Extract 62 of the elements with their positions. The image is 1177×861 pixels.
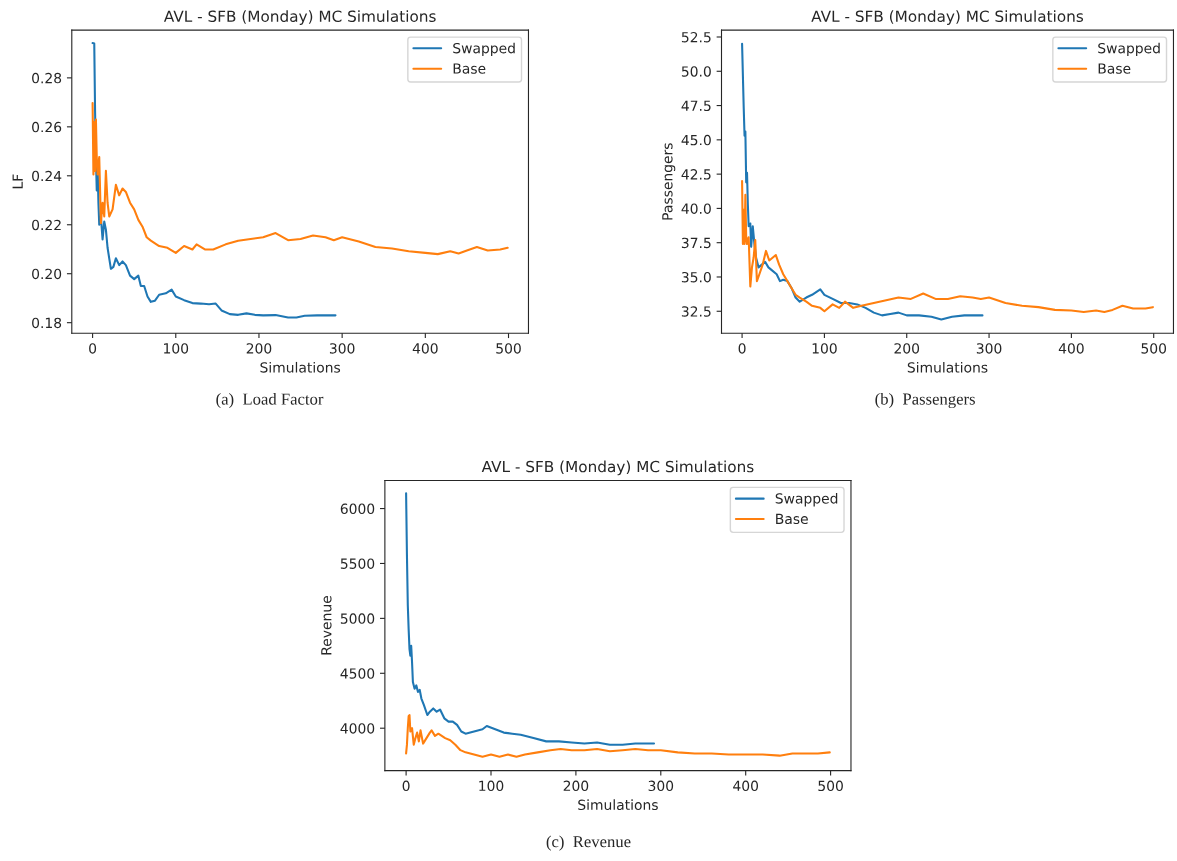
y-tick-label: 0.24 (32, 170, 62, 182)
y-tick-label: 52.5 (681, 31, 711, 43)
y-tick-label: 35.0 (681, 271, 711, 283)
y-tick-label: 50.0 (681, 66, 711, 77)
x-tick-label: 200 (246, 343, 272, 354)
y-tick-label: 0.20 (32, 268, 62, 280)
y-tick-label: 32.5 (681, 306, 711, 317)
x-tick-label: 200 (894, 343, 920, 354)
x-tick-label: 100 (164, 343, 189, 354)
x-tick-label: 400 (1058, 343, 1084, 354)
text: (a) Load Factor (216, 393, 324, 409)
x-tick-label: 100 (479, 780, 504, 792)
x-tick-label: 0 (402, 780, 410, 792)
legend-label: Swapped (453, 42, 515, 57)
x-tick-label: 500 (818, 780, 843, 792)
y-tick-label: 5000 (340, 613, 375, 624)
x-tick-label: 400 (733, 780, 759, 792)
line-series (405, 713, 831, 758)
legend-label: Swapped (775, 492, 838, 507)
y-tick-label: 4000 (340, 723, 375, 734)
x-tick-label: 200 (563, 780, 589, 792)
y-tick-label: 0.26 (32, 121, 62, 133)
x-tick-label: 400 (412, 343, 438, 354)
x-tick-label: 300 (976, 343, 1002, 354)
x-tick-label: 0 (738, 343, 746, 354)
y-tick-label: 47.5 (681, 100, 711, 112)
line-series (91, 102, 509, 256)
legend-label: Base (776, 513, 808, 525)
chart-title: AVL - SFB (Monday) MC Simulations (811, 10, 1084, 25)
y-tick-label: 0.28 (32, 72, 62, 84)
line-series (741, 179, 1154, 313)
chart-title: AVL - SFB (Monday) MC Simulations (163, 10, 436, 25)
x-axis-title: Simulations (578, 799, 658, 811)
y-tick-label: 5500 (340, 558, 375, 569)
legend-label: Base (453, 63, 486, 74)
text: (c) Revenue (546, 835, 631, 851)
x-tick-label: 500 (496, 343, 521, 354)
x-axis-title: Simulations (260, 361, 341, 373)
x-tick-label: 300 (648, 780, 674, 792)
y-tick-label: 42.5 (681, 169, 711, 180)
legend-label: Swapped (1098, 42, 1160, 57)
y-tick-label: 40.0 (681, 203, 711, 214)
y-axis-title: Passengers (662, 143, 676, 220)
y-tick-label: 6000 (340, 503, 375, 515)
x-tick-label: 500 (1141, 343, 1167, 354)
y-tick-label: 4500 (340, 668, 375, 679)
y-axis-title: Revenue (321, 596, 332, 655)
y-axis-title: LF (12, 174, 23, 189)
y-tick-label: 37.5 (681, 237, 711, 249)
chart-title: AVL - SFB (Monday) MC Simulations (481, 460, 754, 476)
line-series (741, 42, 984, 321)
y-tick-label: 0.18 (32, 317, 62, 329)
x-tick-label: 0 (89, 343, 97, 354)
text: (b) Passengers (875, 392, 975, 409)
line-series (405, 492, 656, 746)
x-tick-label: 300 (329, 343, 355, 354)
x-axis-title: Simulations (907, 361, 988, 373)
y-tick-label: 45.0 (681, 134, 711, 146)
line-series (91, 42, 337, 319)
x-tick-label: 100 (812, 343, 837, 354)
legend-label: Base (1098, 63, 1131, 74)
y-tick-label: 0.22 (32, 219, 61, 231)
